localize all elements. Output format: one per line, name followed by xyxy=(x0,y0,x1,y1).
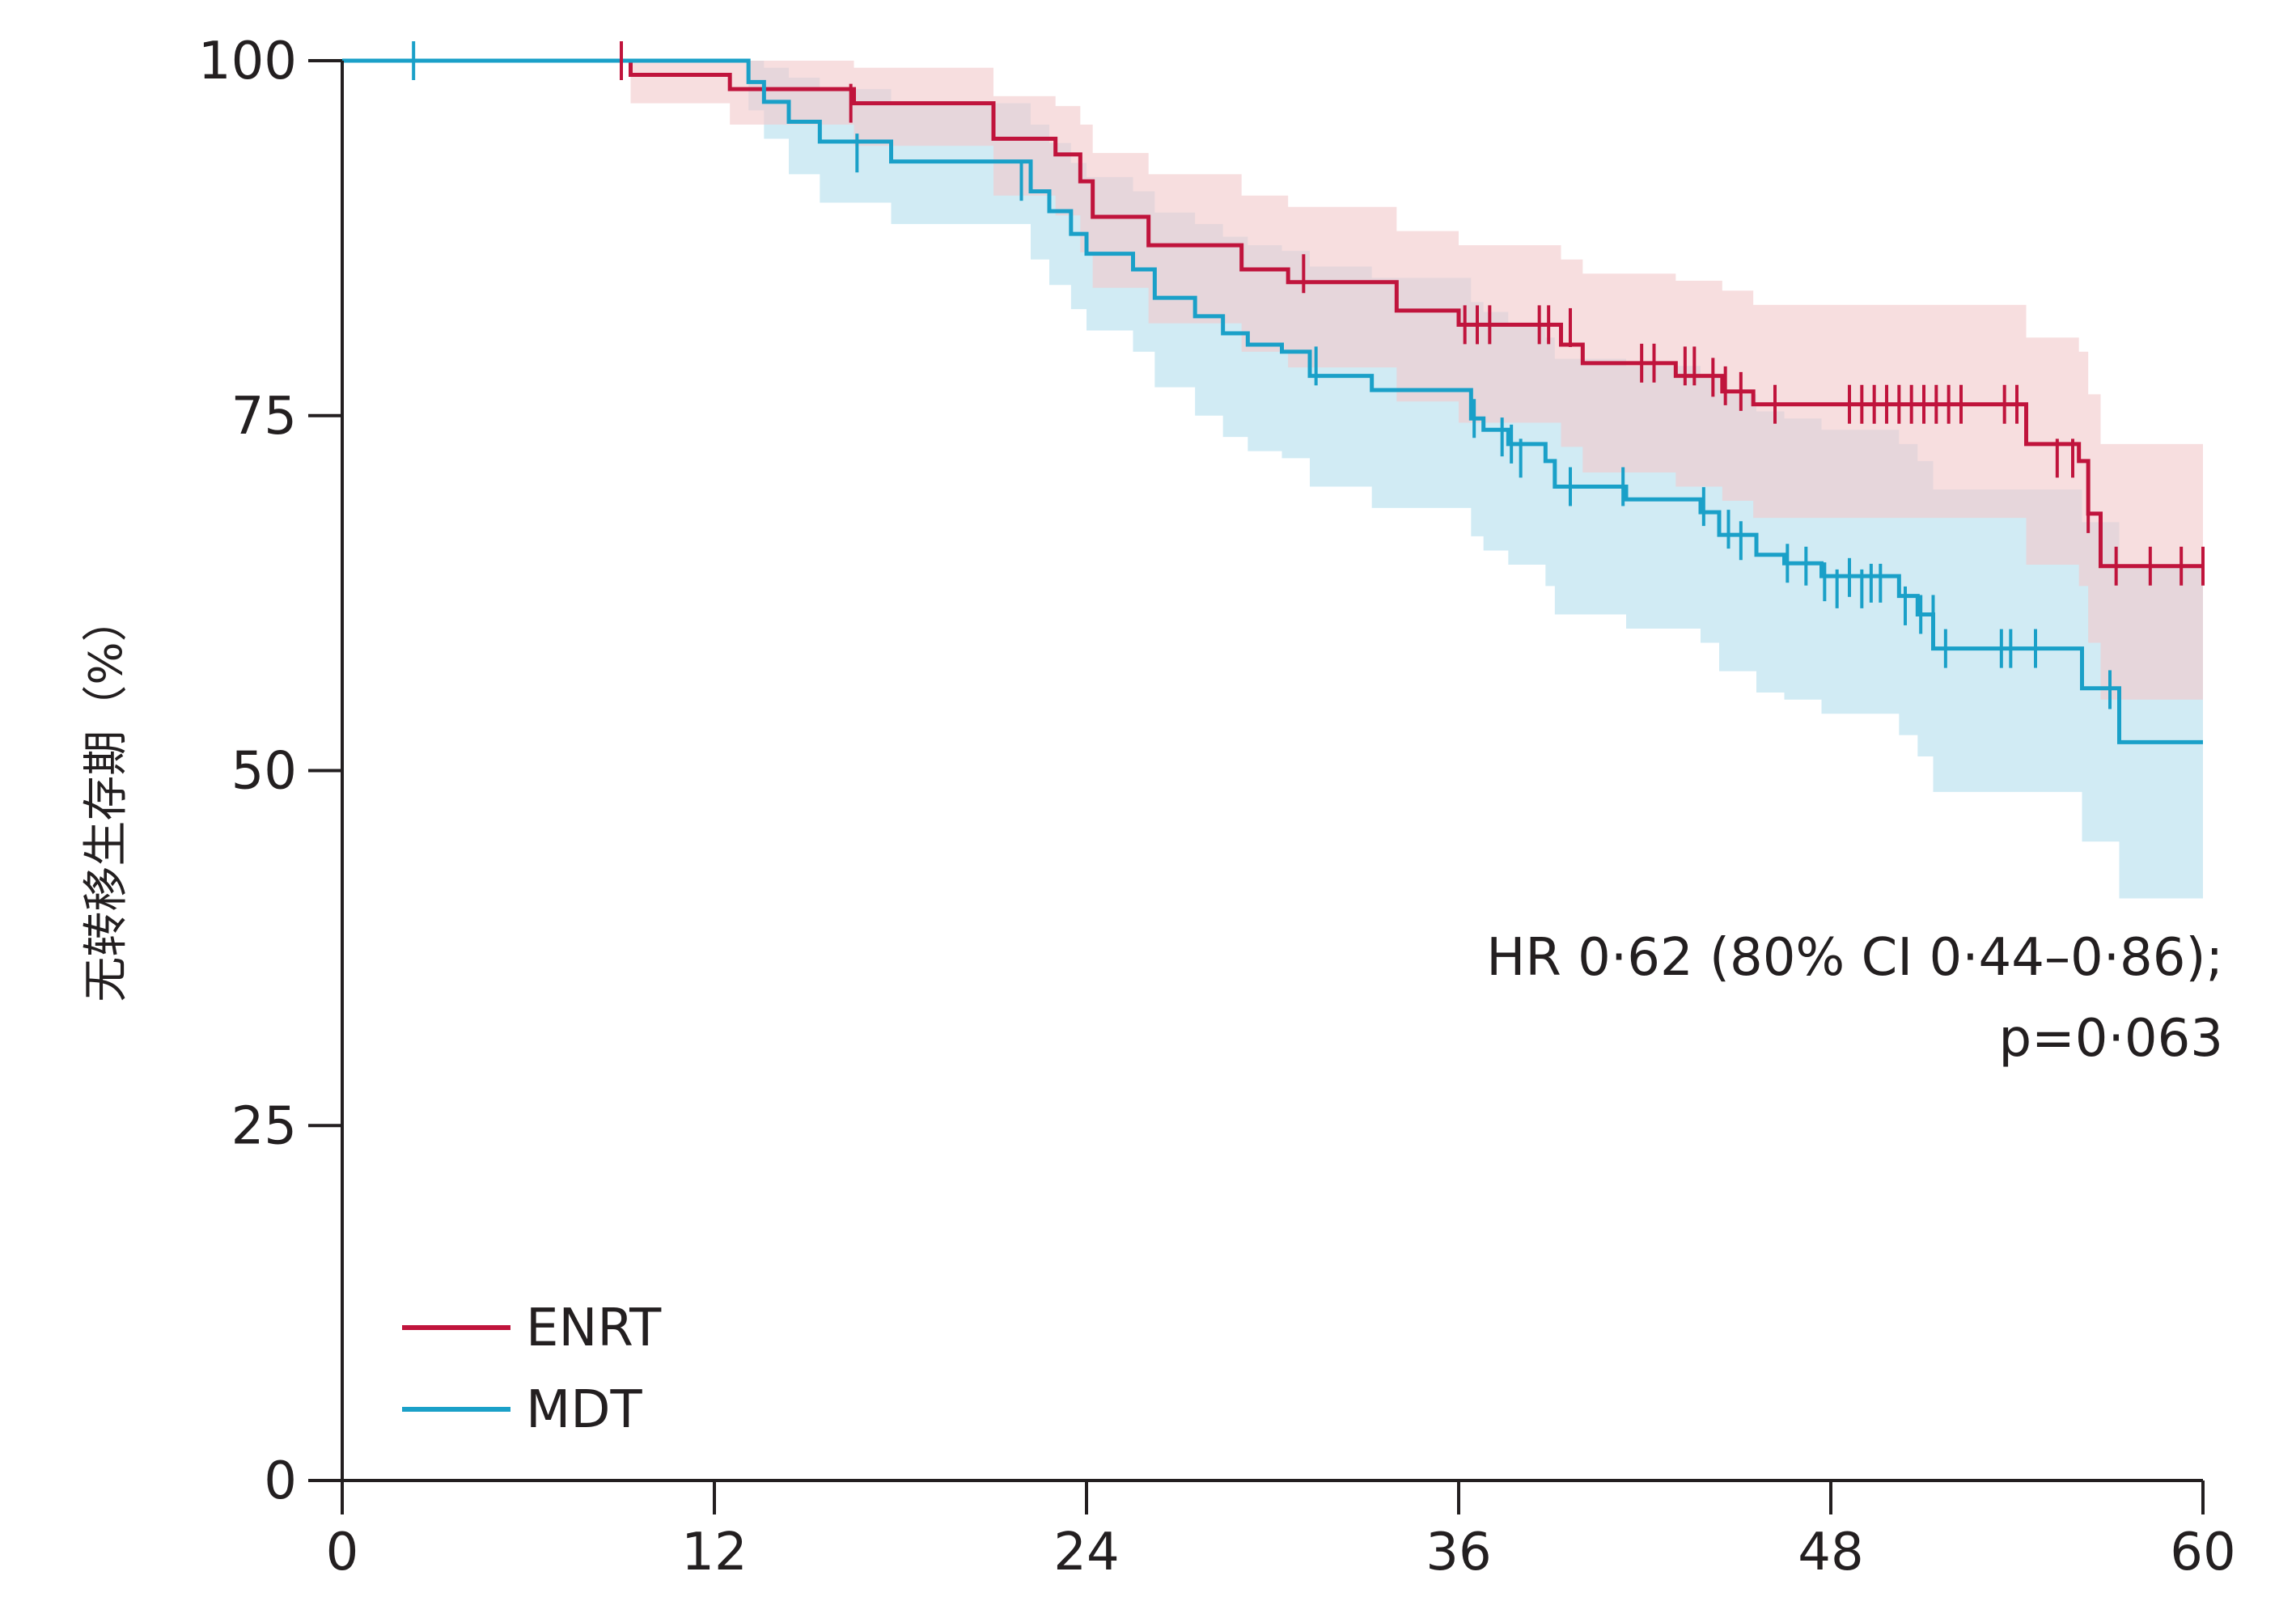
y-tick-label: 25 xyxy=(231,1096,297,1156)
axes: 0 25 50 75 100 0 12 24 36 48 60 xyxy=(198,32,2236,1582)
ci-band-enrt xyxy=(342,61,2203,700)
x-tick-label: 36 xyxy=(1425,1523,1491,1582)
legend: ENRT MDT xyxy=(402,1298,662,1440)
x-tick-label: 24 xyxy=(1053,1523,1119,1582)
legend-label-mdt: MDT xyxy=(526,1380,643,1440)
confidence-bands xyxy=(342,61,2203,899)
censor-marks xyxy=(412,41,2205,710)
survival-line-mdt xyxy=(342,58,2203,744)
hr-annotation-line-1: HR 0·62 (80% CI 0·44–0·86); xyxy=(1486,928,2223,988)
legend-label-enrt: ENRT xyxy=(526,1298,662,1358)
x-tick-label: 0 xyxy=(326,1523,359,1582)
y-axis-label: 无转移生存期（%） xyxy=(80,596,133,1002)
x-tick-label: 60 xyxy=(2170,1523,2235,1582)
y-tick-label: 100 xyxy=(198,32,297,91)
y-tick-label: 75 xyxy=(231,387,297,447)
survival-curves xyxy=(342,58,2203,744)
x-tick-label: 12 xyxy=(681,1523,747,1582)
y-tick-label: 50 xyxy=(231,742,297,802)
p-value-annotation: p=0·063 xyxy=(1999,1009,2223,1069)
survival-line-enrt xyxy=(342,58,2203,569)
x-tick-label: 48 xyxy=(1798,1523,1863,1582)
y-tick-label: 0 xyxy=(264,1451,297,1511)
